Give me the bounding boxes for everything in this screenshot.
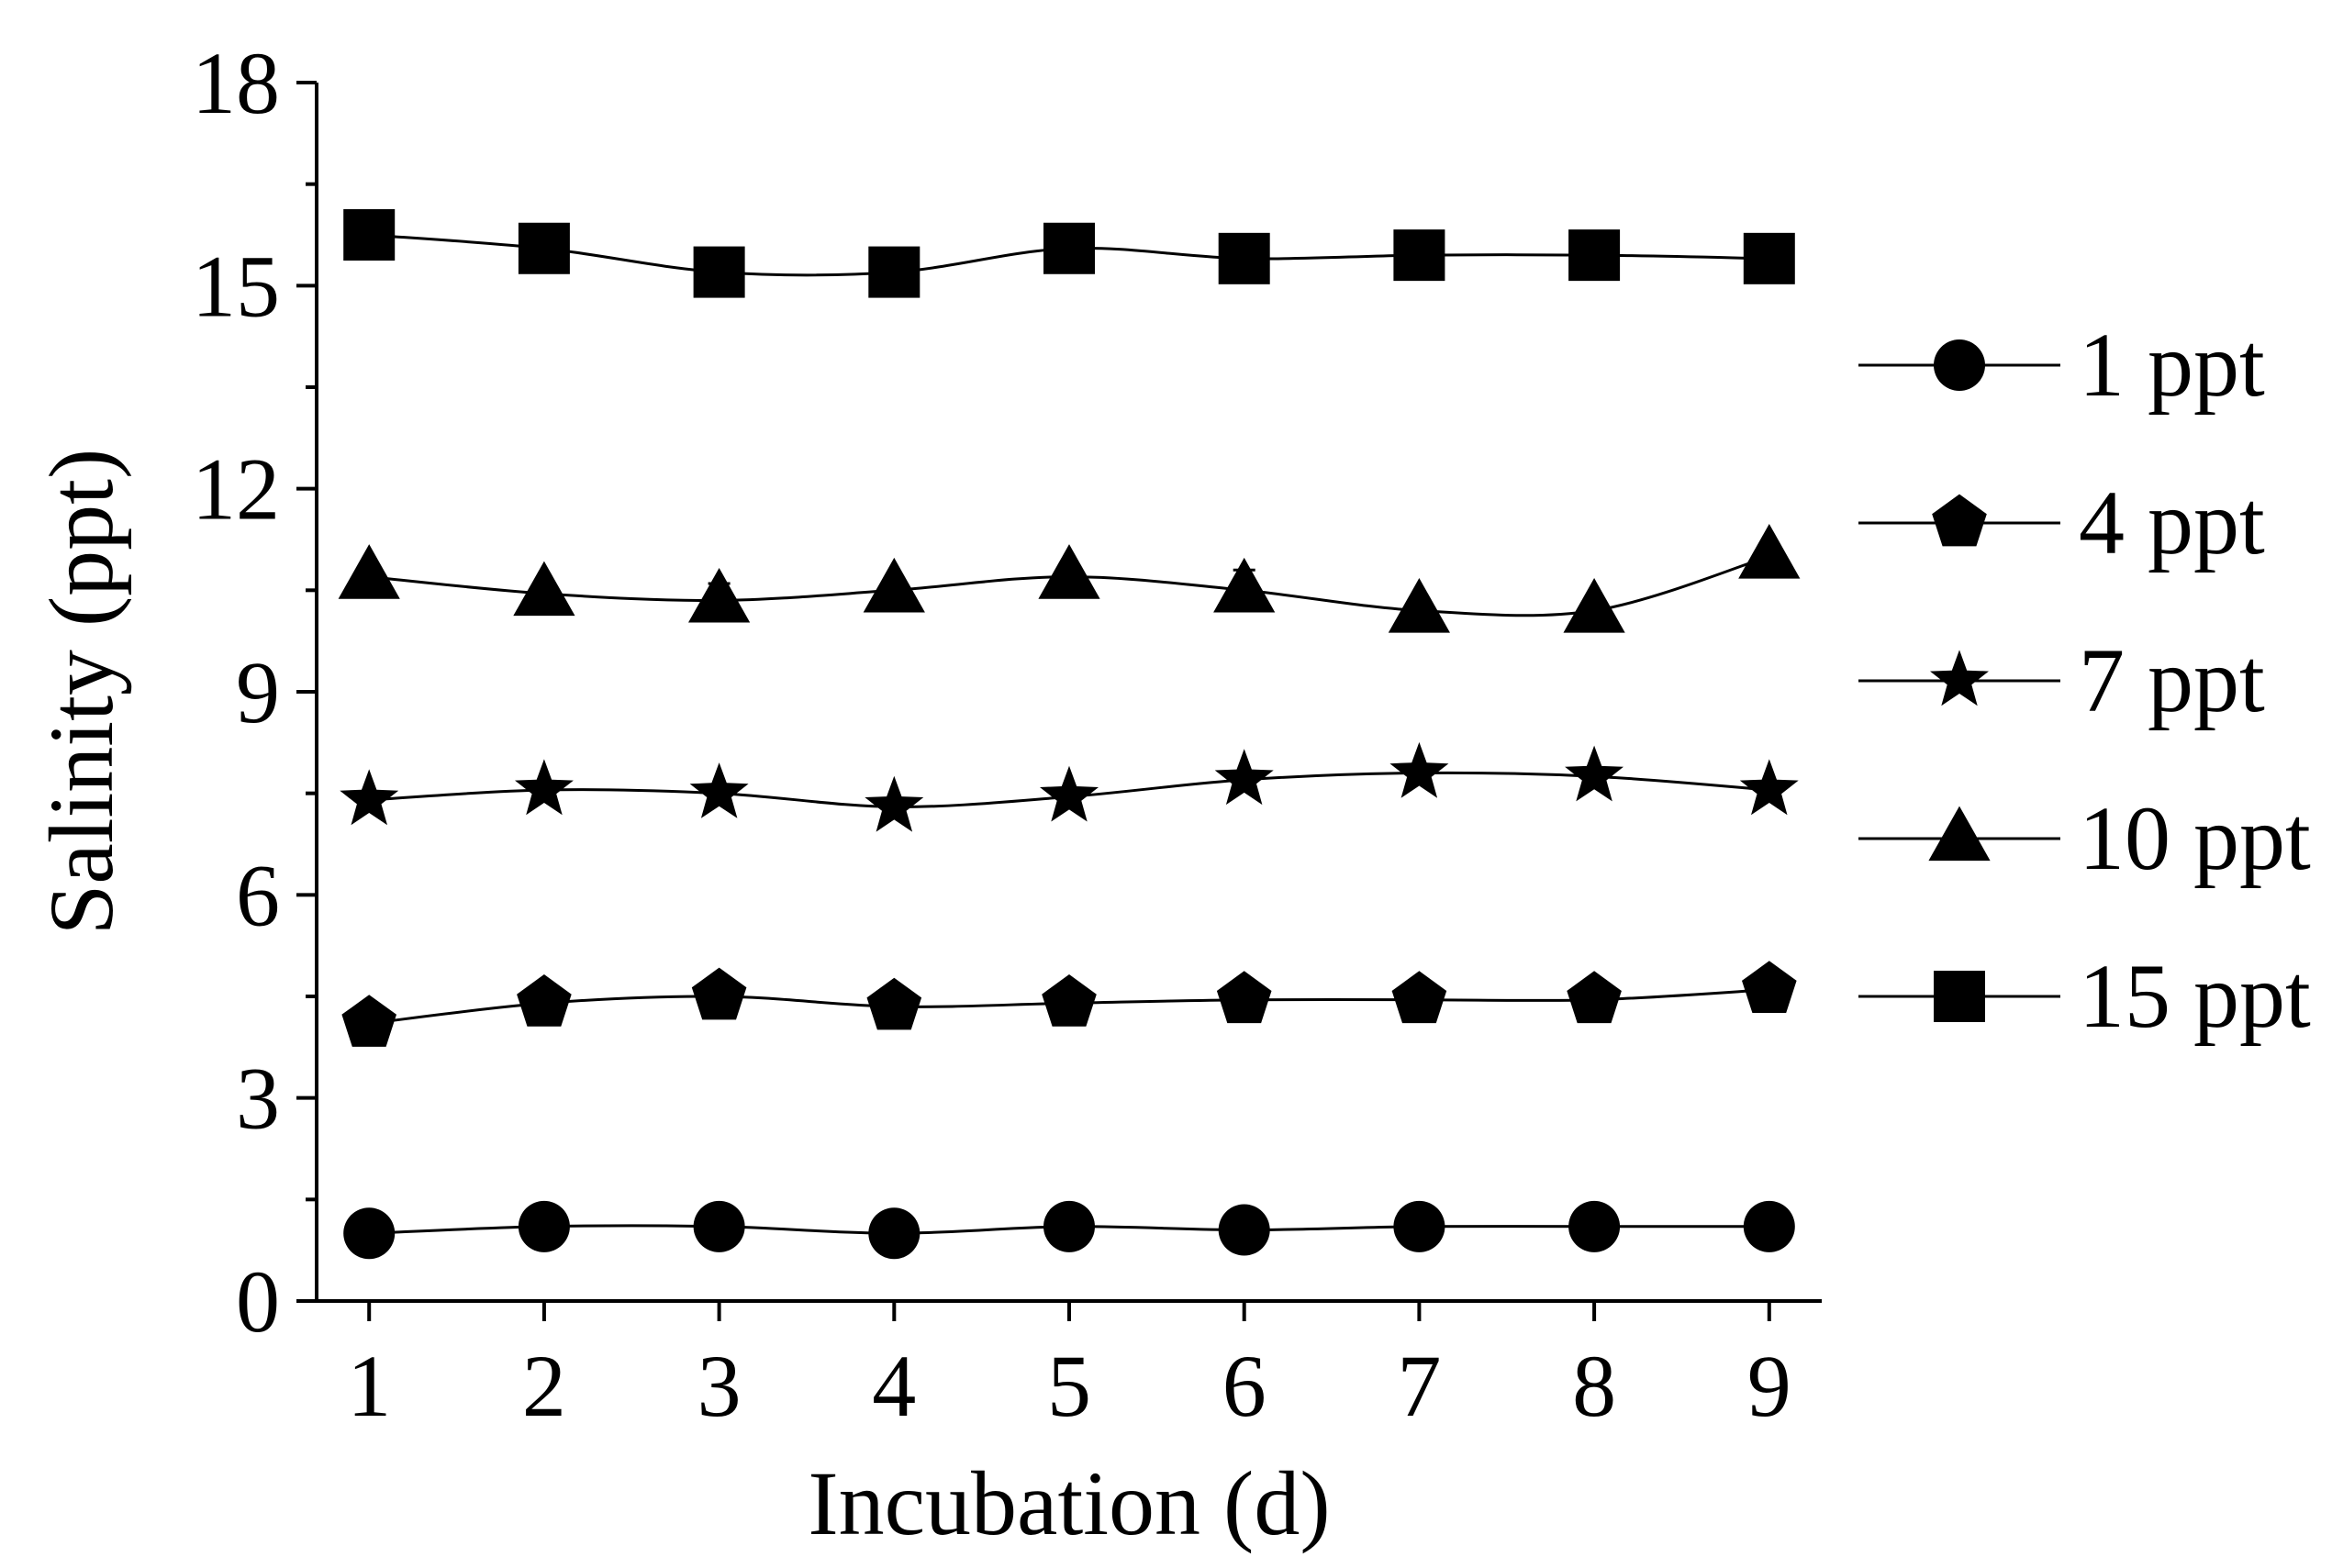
x-tick-label: 7 — [1397, 1337, 1441, 1435]
data-point — [1739, 759, 1799, 816]
legend-item-7-ppt: 7 ppt — [1858, 629, 2265, 731]
data-point — [340, 769, 399, 826]
legend-item-15-ppt: 15 ppt — [1858, 945, 2311, 1047]
legend-marker — [1934, 971, 1985, 1022]
data-point — [866, 977, 922, 1030]
data-point — [689, 762, 749, 818]
y-tick-label: 18 — [192, 34, 280, 132]
data-point — [1043, 1200, 1095, 1252]
data-point — [1389, 741, 1449, 798]
x-tick-label: 9 — [1747, 1337, 1791, 1435]
x-tick-label: 2 — [522, 1337, 566, 1435]
y-axis-label: Salinity (ppt) — [30, 449, 132, 936]
data-point — [1038, 544, 1100, 599]
legend-label: 7 ppt — [2079, 629, 2265, 731]
legend-label: 10 ppt — [2079, 787, 2311, 889]
legend: 1 ppt 4 ppt 7 ppt 10 ppt 15 ppt — [1858, 314, 2311, 1047]
data-point — [338, 544, 400, 599]
legend-label: 4 ppt — [2079, 472, 2265, 573]
legend-label: 15 ppt — [2079, 945, 2311, 1047]
data-point — [1568, 1200, 1621, 1252]
data-point — [1391, 971, 1447, 1024]
legend-marker — [1928, 806, 1991, 862]
y-tick-label: 15 — [192, 237, 280, 335]
data-point — [518, 1200, 570, 1252]
data-point — [1213, 557, 1276, 613]
plot-area — [338, 209, 1801, 1260]
data-point — [688, 567, 751, 623]
data-point — [1568, 229, 1621, 282]
data-point — [1565, 745, 1623, 802]
legend-item-1-ppt: 1 ppt — [1858, 314, 2265, 416]
x-tick-label: 4 — [872, 1337, 916, 1435]
y-tick-label: 9 — [236, 643, 280, 741]
data-point — [1214, 749, 1274, 806]
legend-item-4-ppt: 4 ppt — [1858, 472, 2265, 573]
data-point — [1218, 232, 1270, 284]
data-point — [1218, 1204, 1270, 1256]
data-point — [865, 775, 924, 832]
data-point — [868, 1207, 921, 1260]
data-point — [1742, 961, 1797, 1013]
series-15-ppt — [343, 209, 1795, 298]
series-1-ppt — [343, 1200, 1795, 1260]
data-point — [1563, 578, 1625, 633]
data-point — [691, 967, 747, 1020]
data-point — [1216, 971, 1272, 1024]
x-tick-label: 3 — [697, 1337, 742, 1435]
y-tick-label: 3 — [236, 1050, 280, 1148]
series-4-ppt — [341, 961, 1797, 1047]
data-point — [1043, 222, 1095, 274]
data-point — [517, 974, 572, 1027]
data-point — [341, 995, 396, 1047]
data-point — [1042, 974, 1097, 1027]
x-tick-label: 1 — [347, 1337, 391, 1435]
y-tick-label: 12 — [192, 440, 280, 539]
data-point — [693, 1200, 745, 1252]
data-point — [1738, 524, 1801, 579]
data-point — [1743, 232, 1795, 284]
data-point — [863, 557, 925, 613]
legend-marker — [1934, 339, 1985, 391]
x-axis-label: Incubation (d) — [808, 1452, 1330, 1554]
data-point — [518, 222, 570, 274]
data-point — [1393, 229, 1445, 282]
series-10-ppt — [338, 524, 1801, 633]
legend-item-10-ppt: 10 ppt — [1858, 787, 2311, 889]
data-point — [343, 1207, 396, 1260]
x-tick-label: 8 — [1572, 1337, 1616, 1435]
data-point — [513, 561, 575, 617]
x-tick-label: 6 — [1222, 1337, 1266, 1435]
series-7-ppt — [340, 741, 1799, 832]
data-point — [1040, 765, 1099, 822]
y-tick-label: 6 — [236, 846, 280, 944]
data-point — [1388, 578, 1450, 633]
legend-marker — [1930, 650, 1989, 706]
data-point — [1567, 971, 1622, 1024]
data-point — [693, 246, 745, 298]
legend-marker — [1932, 494, 1987, 547]
legend-label: 1 ppt — [2079, 314, 2265, 416]
y-tick-label: 0 — [236, 1252, 280, 1351]
data-point — [1743, 1200, 1795, 1252]
data-point — [868, 246, 921, 298]
data-point — [515, 759, 574, 816]
x-tick-label: 5 — [1047, 1337, 1091, 1435]
data-point — [343, 209, 396, 261]
data-point — [1393, 1200, 1445, 1252]
